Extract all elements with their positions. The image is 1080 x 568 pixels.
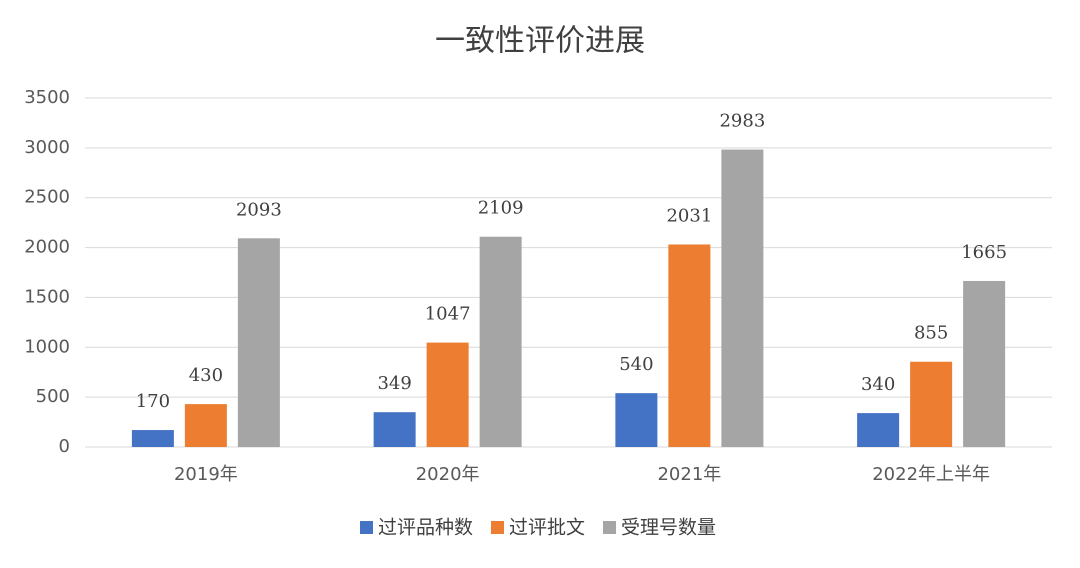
value-label: 2093: [236, 199, 282, 220]
bar: [963, 280, 1006, 447]
x-tick-label: 2022年上半年: [872, 464, 990, 485]
x-tick-label: 2020年: [416, 464, 480, 485]
bar: [668, 244, 711, 447]
y-tick-label: 1500: [24, 286, 70, 307]
y-tick-label: 500: [36, 386, 70, 407]
bar: [131, 430, 174, 447]
bar: [373, 412, 416, 447]
bar: [721, 149, 764, 447]
y-tick-label: 2000: [24, 237, 70, 258]
value-label: 170: [136, 391, 170, 412]
y-tick-label: 3500: [24, 87, 70, 108]
legend-swatch: [360, 521, 373, 534]
y-tick-label: 1000: [24, 336, 70, 357]
bar: [615, 393, 658, 447]
legend-label: 过评批文: [509, 517, 585, 539]
value-label: 2031: [666, 205, 712, 226]
y-tick-label: 0: [59, 436, 70, 457]
x-tick-label: 2019年: [174, 464, 238, 485]
value-label: 430: [189, 365, 223, 386]
bar: [910, 361, 953, 447]
value-label: 340: [861, 374, 895, 395]
bar: [857, 413, 900, 447]
value-label: 349: [377, 373, 411, 394]
value-label: 1047: [425, 304, 471, 325]
value-label: 1665: [961, 242, 1007, 263]
bar: [184, 404, 227, 447]
legend-swatch: [603, 521, 616, 534]
y-tick-label: 2500: [24, 187, 70, 208]
x-tick-label: 2021年: [657, 464, 721, 485]
y-tick-label: 3000: [24, 137, 70, 158]
value-label: 855: [914, 323, 948, 344]
legend-label: 过评品种数: [378, 517, 473, 539]
bar: [426, 342, 469, 447]
chart-title: 一致性评价进展: [435, 24, 645, 59]
bar: [479, 236, 522, 447]
legend-swatch: [491, 521, 504, 534]
bar: [237, 238, 280, 447]
value-label: 2983: [719, 111, 765, 132]
value-label: 2109: [478, 198, 524, 219]
value-label: 540: [619, 354, 653, 375]
legend-label: 受理号数量: [621, 517, 716, 539]
